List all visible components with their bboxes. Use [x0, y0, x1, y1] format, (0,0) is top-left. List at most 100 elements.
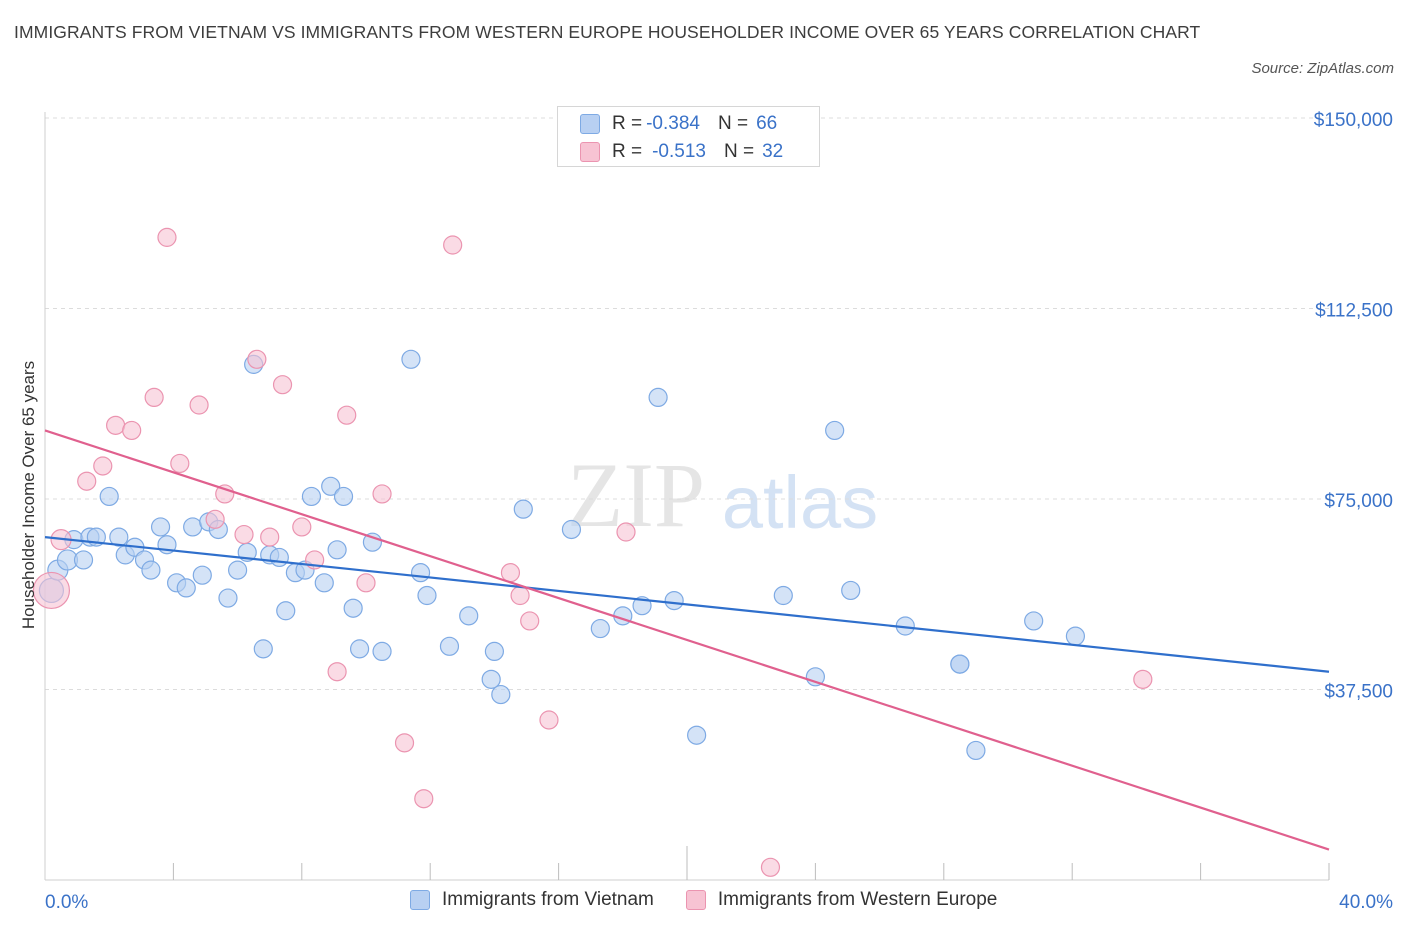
correlation-legend: R = -0.384 N = 66 R = -0.513 N = 32 [557, 106, 820, 167]
western-europe-point-10 [205, 509, 225, 529]
vietnam-point-62 [950, 654, 970, 674]
source-note: Source: ZipAtlas.com [1251, 60, 1394, 77]
western-europe-point-29 [616, 522, 636, 542]
western-europe-point-26 [510, 585, 530, 606]
western-europe-point-21 [372, 484, 392, 504]
chart-title: IMMIGRANTS FROM VIETNAM VS IMMIGRANTS FR… [14, 22, 1201, 42]
western-europe-point-24 [443, 235, 463, 255]
y-tick-label-1: $75,000 [1324, 491, 1393, 512]
watermark-zip: ZIP [567, 444, 705, 546]
vietnam-point-40 [401, 349, 421, 369]
vietnam-point-65 [1065, 626, 1086, 646]
vietnam-point-34 [327, 540, 347, 560]
vietnam-point-64 [1024, 611, 1044, 631]
watermark-atlas: atlas [722, 461, 878, 544]
y-axis-label: Householder Income Over 65 years [19, 360, 38, 630]
vietnam-point-4 [73, 550, 94, 570]
y-tick-label-0: $37,500 [1324, 682, 1393, 703]
vietnam-point-48 [513, 499, 533, 519]
western-europe-point-13 [247, 349, 267, 369]
western-europe-point-30 [760, 857, 781, 877]
vietnam-point-54 [664, 590, 684, 611]
axes [44, 112, 1330, 881]
vietnam-point-12 [141, 560, 161, 580]
y-tick-labels: $37,500 $75,000 $112,500 $150,000 [1314, 110, 1393, 703]
western-europe-point-9 [189, 395, 209, 415]
series-legend: Immigrants from Vietnam Immigrants from … [410, 889, 1029, 911]
legend-row-vietnam: R = -0.384 N = 66 [580, 112, 777, 136]
vietnam-point-53 [648, 387, 668, 407]
western-europe-point-15 [272, 375, 293, 395]
western-europe-point-25 [500, 563, 521, 583]
y-tick-label-3: $150,000 [1314, 110, 1393, 131]
legend-item-western-europe: Immigrants from Western Europe [685, 889, 998, 911]
vietnam-point-16 [176, 578, 196, 598]
x-tick-labels: 0.0% 40.0% [45, 892, 1393, 913]
vietnam-point-49 [561, 519, 582, 540]
y-tick-label-2: $112,500 [1315, 301, 1393, 322]
vietnam-point-36 [343, 598, 363, 618]
vietnam-point-39 [372, 641, 392, 662]
vietnam-point-28 [276, 601, 296, 621]
vietnam-point-7 [99, 486, 119, 507]
western-europe-point-3 [93, 456, 113, 476]
legend-swatch-blue [410, 890, 430, 910]
vietnam-point-17 [183, 517, 203, 537]
legend-r-value: -0.513 [652, 141, 706, 162]
vietnam-point-41 [410, 563, 431, 583]
legend-label-vietnam: Immigrants from Vietnam [442, 889, 654, 910]
vietnam-point-18 [192, 565, 212, 585]
vietnam-point-46 [484, 641, 504, 662]
legend-n-value: 32 [762, 141, 784, 162]
western-europe-point-28 [539, 710, 559, 730]
vietnam-point-27 [269, 547, 289, 568]
western-europe-point-27 [520, 611, 540, 631]
western-europe-point-7 [157, 227, 177, 247]
western-europe-trend-line [44, 429, 1330, 851]
vietnam-point-45 [481, 669, 501, 689]
watermark: ZIP atlas [567, 444, 878, 546]
vietnam-point-43 [439, 636, 460, 656]
legend-n-value: 66 [756, 113, 778, 134]
legend-n-label: N = [717, 113, 749, 134]
legend-swatch-blue [580, 114, 600, 134]
vietnam-point-33 [321, 476, 341, 496]
vietnam-point-47 [491, 684, 511, 705]
vietnam-point-8 [109, 527, 129, 547]
western-europe-point-16 [292, 517, 312, 537]
western-europe-point-22 [394, 733, 415, 753]
western-europe-point-31 [1133, 669, 1153, 689]
vietnam-point-44 [459, 606, 479, 626]
x-tick-label-1: 40.0% [1339, 892, 1393, 913]
legend-r-value: -0.384 [646, 113, 700, 134]
x-tick-label-0: 0.0% [45, 892, 88, 913]
western-europe-point-5 [122, 420, 142, 441]
vietnam-point-50 [590, 618, 610, 639]
western-europe-point-0 [32, 571, 71, 610]
vietnam-point-55 [687, 725, 707, 745]
legend-r-label: R = [612, 141, 643, 162]
western-europe-point-14 [260, 527, 280, 547]
legend-row-western-europe: R = -0.513 N = 32 [580, 140, 783, 164]
legend-swatch-pink [580, 142, 600, 162]
trend-lines [44, 429, 1330, 851]
western-europe-point-19 [337, 405, 357, 425]
legend-label-western-europe: Immigrants from Western Europe [717, 889, 998, 910]
western-europe-point-12 [234, 524, 254, 545]
vietnam-point-63 [966, 740, 986, 761]
vietnam-point-32 [314, 573, 334, 593]
vietnam-point-35 [333, 486, 354, 507]
vietnam-trend-line [44, 536, 1330, 673]
western-europe-point-8 [170, 453, 190, 474]
western-europe-point-2 [77, 471, 97, 491]
western-europe-point-18 [327, 662, 347, 682]
western-europe-point-4 [106, 415, 126, 435]
vietnam-point-13 [150, 517, 171, 537]
western-europe-point-6 [144, 387, 164, 407]
vietnam-point-37 [349, 639, 370, 659]
vietnam-point-56 [773, 585, 793, 606]
vietnam-point-22 [228, 560, 248, 580]
western-europe-point-23 [414, 789, 434, 809]
western-europe-point-20 [356, 573, 376, 593]
legend-swatch-pink [685, 890, 706, 910]
